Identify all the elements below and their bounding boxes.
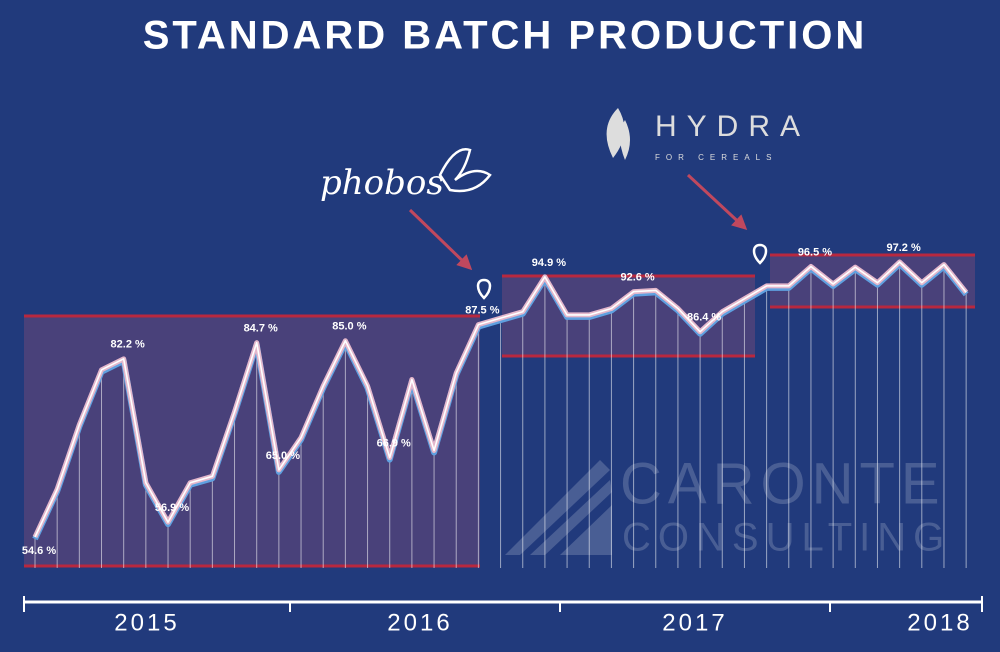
- data-label: 86.4 %: [687, 312, 721, 324]
- logo-icon: [606, 108, 630, 160]
- x-group-label: 2017: [662, 609, 727, 636]
- data-label: 84.7 %: [244, 323, 278, 335]
- data-label: 82.2 %: [111, 339, 145, 351]
- x-group-label: 2015: [114, 609, 179, 636]
- watermark-text: CARONTE: [620, 451, 946, 516]
- data-label: 97.2 %: [887, 242, 921, 254]
- data-label: 94.9 %: [532, 257, 566, 269]
- data-label: 56.9 %: [155, 502, 189, 514]
- logo-subtext: FOR CEREALS: [655, 153, 777, 162]
- data-label: 87.5 %: [465, 305, 499, 317]
- data-label: 66.9 %: [377, 438, 411, 450]
- year-dividers: [23, 596, 983, 612]
- logo-icon: [438, 148, 492, 193]
- arrow: [686, 173, 748, 231]
- pin: [476, 278, 492, 300]
- pin: [752, 243, 768, 265]
- logo-text: phobos: [320, 163, 444, 203]
- watermark: CARONTE CONSULTING: [505, 451, 951, 560]
- logo-text: HYDRA: [655, 110, 810, 143]
- data-label: 65.0 %: [266, 450, 300, 462]
- data-label: 54.6 %: [22, 545, 56, 557]
- period-band: [502, 276, 755, 356]
- data-line: [34, 261, 967, 538]
- arrow: [408, 208, 473, 271]
- data-label: 96.5 %: [798, 246, 832, 258]
- x-group-label: 2016: [387, 609, 452, 636]
- x-group-label: 2018: [907, 609, 972, 636]
- data-label: 85.0 %: [332, 321, 366, 333]
- data-label: 92.6 %: [620, 272, 654, 284]
- chart-title: STANDARD BATCH PRODUCTION: [143, 14, 868, 58]
- watermark-text: CONSULTING: [622, 516, 951, 560]
